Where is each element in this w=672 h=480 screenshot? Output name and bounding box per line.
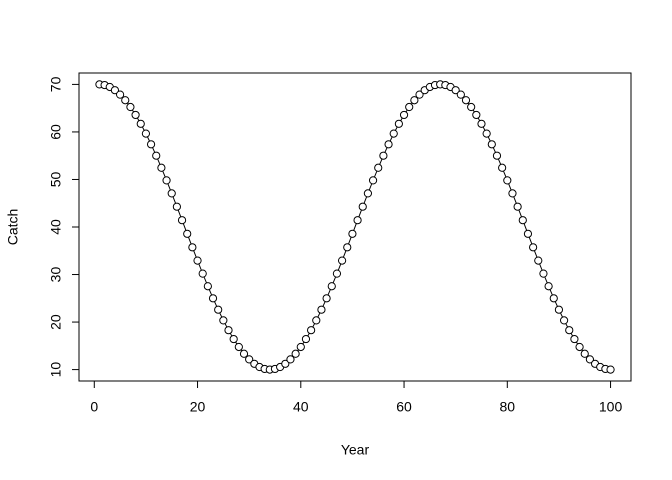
point [219,316,228,325]
point [322,294,331,303]
point [317,305,326,314]
point [162,176,171,185]
point [384,140,393,149]
point [580,349,589,358]
point [523,229,533,238]
point [301,334,311,344]
point [131,110,140,120]
point [503,176,512,185]
point [513,202,522,211]
point [291,349,300,358]
point [518,216,527,225]
point [141,129,151,138]
y-tick-label: 10 [48,362,64,378]
point [554,305,564,314]
point [198,269,207,278]
point [245,355,254,364]
point [239,349,249,358]
x-tick-label: 60 [396,399,412,415]
y-tick-label: 20 [48,314,64,330]
point [172,202,181,211]
point [482,129,491,138]
x-tick-label: 0 [90,399,98,415]
point [534,256,543,265]
point [188,243,197,252]
point [358,202,367,211]
point [508,189,517,198]
point [405,102,414,112]
point [492,151,502,160]
point [559,316,569,325]
point [136,119,145,128]
x-axis-label: Year [341,442,370,458]
point [208,294,218,303]
point [115,90,125,99]
y-tick-label: 40 [48,219,64,235]
point [565,326,574,335]
point [379,151,388,160]
point [327,282,336,291]
point [177,216,187,225]
point [544,282,553,291]
point [348,229,357,238]
point [286,355,295,364]
y-tick-label: 60 [48,124,64,140]
point [477,119,486,128]
y-tick-label: 70 [48,76,64,92]
point [529,243,538,252]
point [575,342,584,352]
point [415,90,424,99]
x-tick-label: 80 [500,399,516,415]
point [467,102,476,112]
point [229,334,238,344]
point [456,90,465,99]
point [389,129,398,138]
point [472,110,481,120]
point [399,110,409,120]
point [234,342,243,352]
point [152,151,161,160]
point [549,294,558,303]
point [487,140,496,149]
point [394,119,403,128]
series-line [99,83,611,371]
point [203,282,212,291]
x-tick-label: 40 [293,399,309,415]
point [461,96,471,105]
point [539,269,548,278]
point [363,189,373,198]
point [606,365,615,374]
point [353,216,362,225]
point [410,96,419,105]
point [498,163,507,172]
x-tick-label: 20 [190,399,206,415]
point [110,86,120,95]
point [121,96,130,105]
point [146,140,156,149]
point [214,305,223,314]
point [126,102,135,112]
point [224,326,233,335]
point [193,256,202,265]
point [183,229,192,238]
y-axis-label: Catch [5,209,21,246]
point [312,316,321,325]
point [157,163,166,172]
point [374,163,383,172]
point [585,355,595,364]
point [337,256,347,265]
point [296,342,305,352]
point [343,243,352,252]
point [368,176,378,185]
x-tick-label: 100 [599,399,623,415]
y-tick-label: 50 [48,171,64,187]
y-tick-label: 30 [48,267,64,283]
point [307,326,316,335]
point [570,334,579,344]
point [281,359,290,368]
point [451,86,460,95]
point [332,269,342,278]
point [167,189,176,198]
